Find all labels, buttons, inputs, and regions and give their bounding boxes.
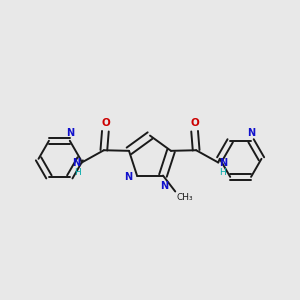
Text: H: H xyxy=(74,168,80,177)
Text: O: O xyxy=(190,118,199,128)
Text: O: O xyxy=(101,118,110,128)
Text: CH₃: CH₃ xyxy=(177,193,194,202)
Text: N: N xyxy=(220,158,228,168)
Text: N: N xyxy=(66,128,74,138)
Text: H: H xyxy=(220,168,226,177)
Text: N: N xyxy=(72,158,80,168)
Text: N: N xyxy=(160,181,169,191)
Text: N: N xyxy=(124,172,132,182)
Text: N: N xyxy=(248,128,256,138)
